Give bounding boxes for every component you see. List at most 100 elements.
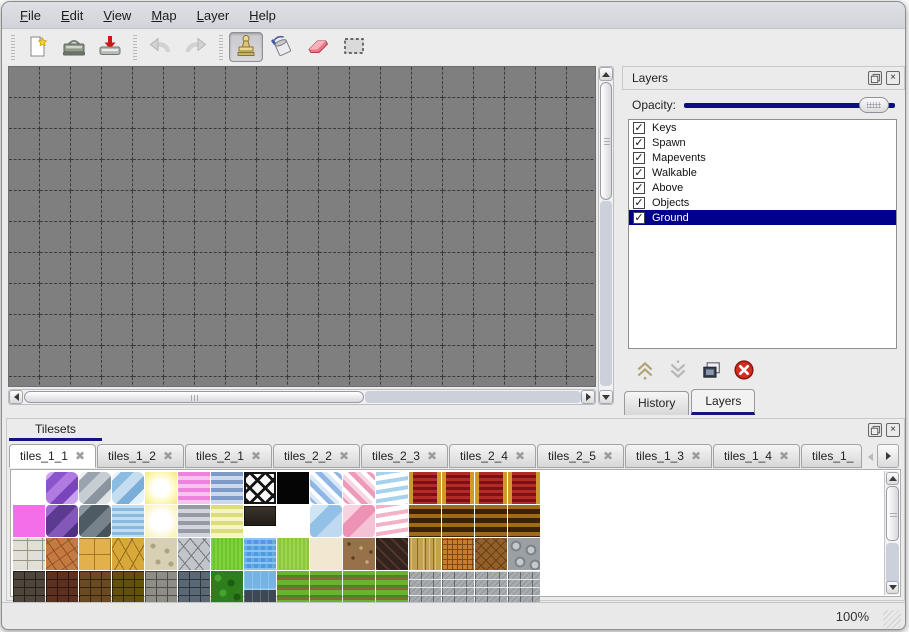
layer-row-mapevents[interactable]: ✓ Mapevents: [629, 150, 896, 165]
scroll-thumb[interactable]: [24, 391, 364, 403]
tileset-tab-tiles_2_3[interactable]: tiles_2_3 ✖: [361, 444, 448, 468]
toolbar-grip[interactable]: [131, 34, 139, 60]
grid-cell[interactable]: [164, 222, 195, 253]
grid-cell[interactable]: [133, 222, 164, 253]
scroll-thumb[interactable]: [600, 82, 612, 200]
rect-select-tool-button[interactable]: [337, 32, 371, 62]
grid-cell[interactable]: [505, 191, 536, 222]
grid-cell[interactable]: [350, 191, 381, 222]
grid-cell[interactable]: [9, 129, 40, 160]
tile-black[interactable]: [277, 472, 309, 504]
grid-cell[interactable]: [257, 222, 288, 253]
grid-cell[interactable]: [536, 253, 567, 284]
grid-cell[interactable]: [567, 222, 595, 253]
tileset-tab-tiles_1_4[interactable]: tiles_1_4 ✖: [713, 444, 800, 468]
close-tab-icon[interactable]: ✖: [162, 449, 174, 463]
tile-stripes-yellow[interactable]: [211, 505, 243, 537]
grid-cell[interactable]: [412, 160, 443, 191]
grid-cell[interactable]: [226, 67, 257, 98]
grid-cell[interactable]: [381, 129, 412, 160]
grid-cell[interactable]: [133, 377, 164, 386]
scroll-track[interactable]: [365, 391, 581, 403]
grid-cell[interactable]: [536, 191, 567, 222]
grid-cell[interactable]: [257, 160, 288, 191]
grid-cell[interactable]: [319, 346, 350, 377]
grid-cell[interactable]: [226, 191, 257, 222]
tile-glass-gray[interactable]: [79, 472, 111, 504]
grid-cell[interactable]: [505, 253, 536, 284]
grid-cell[interactable]: [9, 67, 40, 98]
tile-water-blue[interactable]: [244, 538, 276, 570]
grid-cell[interactable]: [133, 191, 164, 222]
layer-visibility-checkbox[interactable]: ✓: [633, 211, 645, 224]
grid-cell[interactable]: [443, 253, 474, 284]
grid-cell[interactable]: [505, 98, 536, 129]
grid-cell[interactable]: [133, 253, 164, 284]
float-panel-button[interactable]: [868, 71, 882, 85]
tileset-tab-tiles_1_1[interactable]: tiles_1_1 ✖: [9, 444, 96, 468]
grid-cell[interactable]: [567, 284, 595, 315]
tileset-tab-tiles_2_5[interactable]: tiles_2_5 ✖: [537, 444, 624, 468]
grid-cell[interactable]: [226, 284, 257, 315]
toolbar-grip[interactable]: [9, 34, 17, 60]
grid-cell[interactable]: [319, 315, 350, 346]
grid-cell[interactable]: [288, 129, 319, 160]
close-tab-icon[interactable]: ✖: [690, 449, 702, 463]
grid-cell[interactable]: [567, 377, 595, 386]
grid-cell[interactable]: [257, 346, 288, 377]
tile-diag-pink[interactable]: [343, 472, 375, 504]
grid-cell[interactable]: [226, 315, 257, 346]
grid-cell[interactable]: [319, 191, 350, 222]
float-panel-button[interactable]: [868, 423, 882, 437]
grid-cell[interactable]: [536, 98, 567, 129]
tile-brick-gray[interactable]: [442, 571, 474, 603]
grid-cell[interactable]: [164, 284, 195, 315]
scroll-track[interactable]: [600, 201, 612, 386]
grid-cell[interactable]: [164, 67, 195, 98]
dock-tab-history[interactable]: History: [624, 391, 690, 415]
tile-plaque[interactable]: [244, 506, 276, 526]
fill-tool-button[interactable]: [265, 32, 299, 62]
tile-cobble-orange[interactable]: [46, 538, 78, 570]
tile-carpet-brown[interactable]: [442, 505, 474, 537]
close-tab-icon[interactable]: ✖: [74, 449, 86, 463]
grid-cell[interactable]: [474, 160, 505, 191]
grid-cell[interactable]: [226, 253, 257, 284]
grid-cell[interactable]: [505, 346, 536, 377]
grid-cell[interactable]: [9, 222, 40, 253]
tile-field[interactable]: [376, 571, 408, 603]
layer-row-ground[interactable]: ✓ Ground: [629, 210, 896, 225]
grid-cell[interactable]: [381, 160, 412, 191]
grid-cell[interactable]: [195, 160, 226, 191]
dock-tab-layers[interactable]: Layers: [691, 389, 756, 415]
tile-wall-blue[interactable]: [178, 571, 210, 603]
tileset-tab-tiles_2_2[interactable]: tiles_2_2 ✖: [273, 444, 360, 468]
menu-edit[interactable]: Edit: [60, 7, 84, 23]
grid-cell[interactable]: [412, 377, 443, 386]
grid-cell[interactable]: [350, 160, 381, 191]
grid-cell[interactable]: [164, 346, 195, 377]
grid-cell[interactable]: [195, 191, 226, 222]
grid-cell[interactable]: [40, 98, 71, 129]
grid-cell[interactable]: [195, 315, 226, 346]
new-file-button[interactable]: [21, 32, 55, 62]
grid-cell[interactable]: [505, 377, 536, 386]
grid-cell[interactable]: [226, 129, 257, 160]
grid-cell[interactable]: [133, 315, 164, 346]
tile-wall-redbrown[interactable]: [46, 571, 78, 603]
tile-glow-yellow[interactable]: [145, 472, 177, 504]
grid-cell[interactable]: [71, 67, 102, 98]
grid-cell[interactable]: [9, 315, 40, 346]
tile-glass-dkpurple[interactable]: [46, 505, 78, 537]
grid-cell[interactable]: [102, 191, 133, 222]
layer-row-spawn[interactable]: ✓ Spawn: [629, 135, 896, 150]
grid-cell[interactable]: [536, 129, 567, 160]
canvas-horizontal-scrollbar[interactable]: [8, 389, 596, 405]
grid-cell[interactable]: [567, 191, 595, 222]
grid-cell[interactable]: [71, 191, 102, 222]
tile-cream[interactable]: [310, 538, 342, 570]
layer-visibility-checkbox[interactable]: ✓: [633, 121, 645, 134]
grid-cell[interactable]: [350, 98, 381, 129]
grid-cell[interactable]: [381, 315, 412, 346]
grid-cell[interactable]: [226, 346, 257, 377]
